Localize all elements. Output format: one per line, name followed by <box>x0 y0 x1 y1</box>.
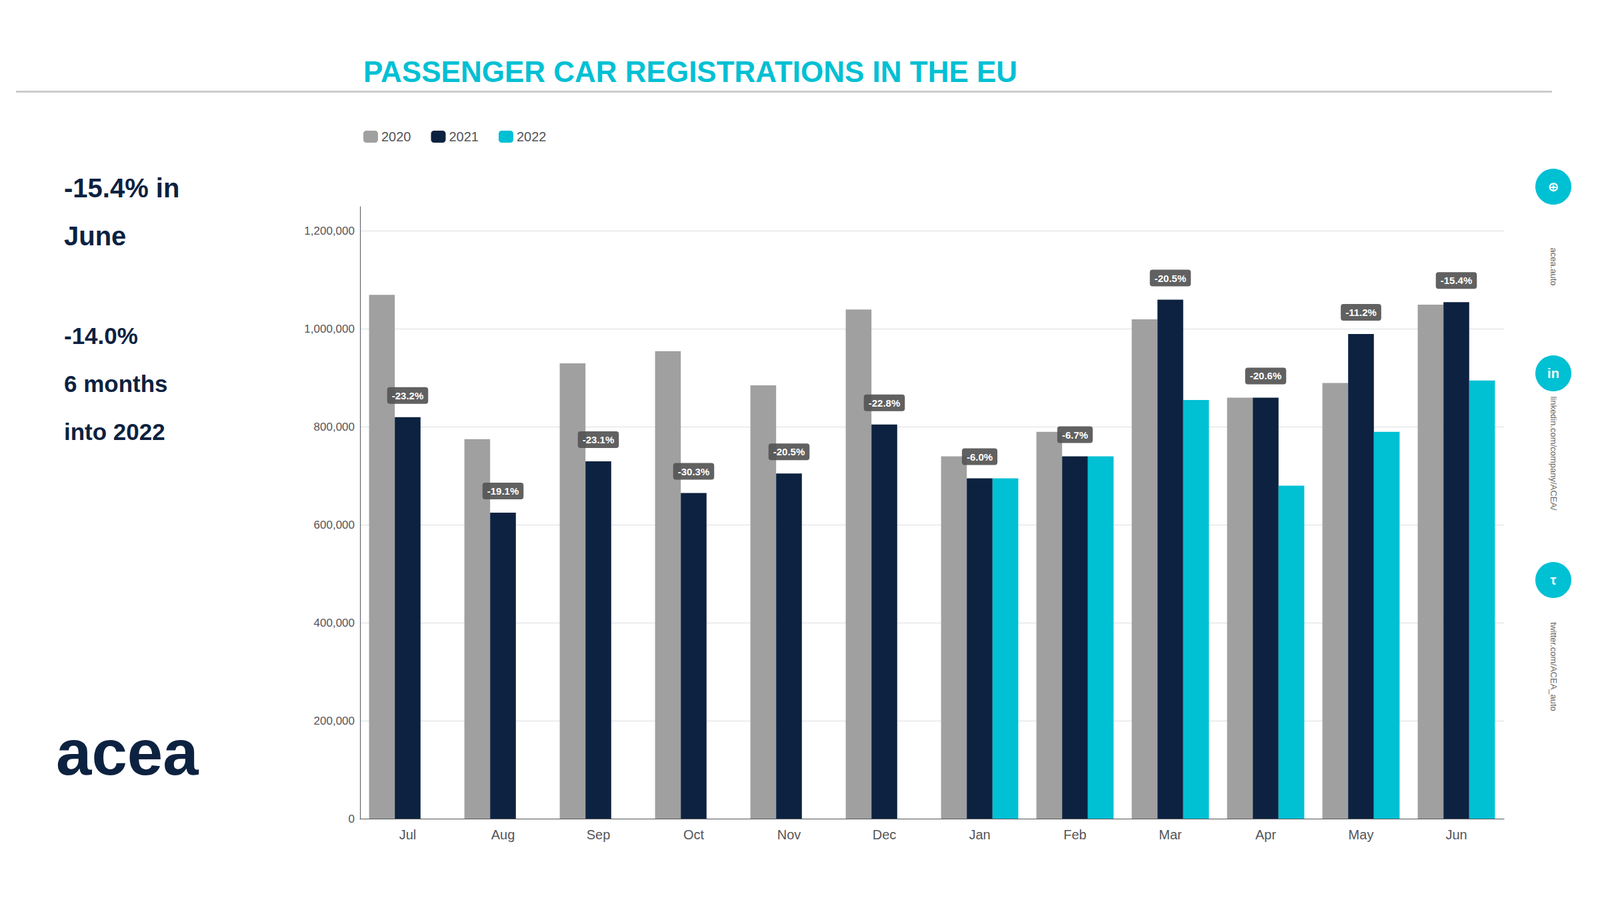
svg-text:twitter.com/ACEA_auto: twitter.com/ACEA_auto <box>1548 622 1559 712</box>
svg-text:-15.4% in: -15.4% in <box>64 173 180 203</box>
svg-text:in: in <box>1547 366 1560 381</box>
svg-text:-22.8%: -22.8% <box>868 397 901 409</box>
svg-text:-23.1%: -23.1% <box>582 434 615 446</box>
svg-text:into 2022: into 2022 <box>64 418 166 445</box>
svg-text:-14.0%: -14.0% <box>64 322 138 349</box>
svg-text:2022: 2022 <box>516 129 547 144</box>
svg-text:2020: 2020 <box>381 129 412 144</box>
svg-text:PASSENGER CAR REGISTRATIONS IN: PASSENGER CAR REGISTRATIONS IN THE EU <box>363 55 1018 88</box>
svg-text:Apr: Apr <box>1255 827 1276 842</box>
svg-text:-15.4%: -15.4% <box>1440 274 1473 286</box>
svg-text:-20.6%: -20.6% <box>1250 370 1282 382</box>
svg-text:1,000,000: 1,000,000 <box>304 322 355 336</box>
svg-text:Aug: Aug <box>491 827 516 842</box>
svg-text:400,000: 400,000 <box>314 616 355 630</box>
svg-text:Jul: Jul <box>399 827 417 842</box>
svg-text:Nov: Nov <box>777 827 802 842</box>
svg-text:6 months: 6 months <box>64 370 168 397</box>
svg-text:Feb: Feb <box>1063 827 1086 842</box>
svg-text:-11.2%: -11.2% <box>1345 306 1377 318</box>
svg-text:June: June <box>64 221 126 251</box>
svg-text:800,000: 800,000 <box>314 420 355 434</box>
svg-text:-30.3%: -30.3% <box>678 466 710 478</box>
svg-text:Jun: Jun <box>1445 827 1467 842</box>
svg-text:-6.7%: -6.7% <box>1062 429 1088 441</box>
svg-text:linkedin.com/company/ACEA/: linkedin.com/company/ACEA/ <box>1548 396 1559 511</box>
svg-text:2021: 2021 <box>448 129 479 144</box>
svg-text:Sep: Sep <box>586 827 611 842</box>
svg-text:Mar: Mar <box>1158 827 1182 842</box>
svg-text:-6.0%: -6.0% <box>966 451 993 463</box>
svg-text:200,000: 200,000 <box>314 714 355 728</box>
svg-text:acea: acea <box>56 716 199 788</box>
svg-text:0: 0 <box>348 812 355 826</box>
svg-text:τ: τ <box>1550 572 1557 588</box>
svg-text:1,200,000: 1,200,000 <box>304 224 355 238</box>
svg-text:acea.auto: acea.auto <box>1548 247 1559 286</box>
svg-text:Dec: Dec <box>872 827 897 842</box>
svg-text:Jan: Jan <box>968 827 990 842</box>
svg-text:Oct: Oct <box>683 827 705 842</box>
svg-text:600,000: 600,000 <box>314 518 355 532</box>
svg-text:May: May <box>1348 827 1374 842</box>
svg-text:-23.2%: -23.2% <box>392 390 424 402</box>
svg-text:-20.5%: -20.5% <box>773 446 806 458</box>
svg-text:⊕: ⊕ <box>1548 179 1560 194</box>
svg-text:-20.5%: -20.5% <box>1154 272 1187 284</box>
svg-text:-19.1%: -19.1% <box>487 485 520 497</box>
